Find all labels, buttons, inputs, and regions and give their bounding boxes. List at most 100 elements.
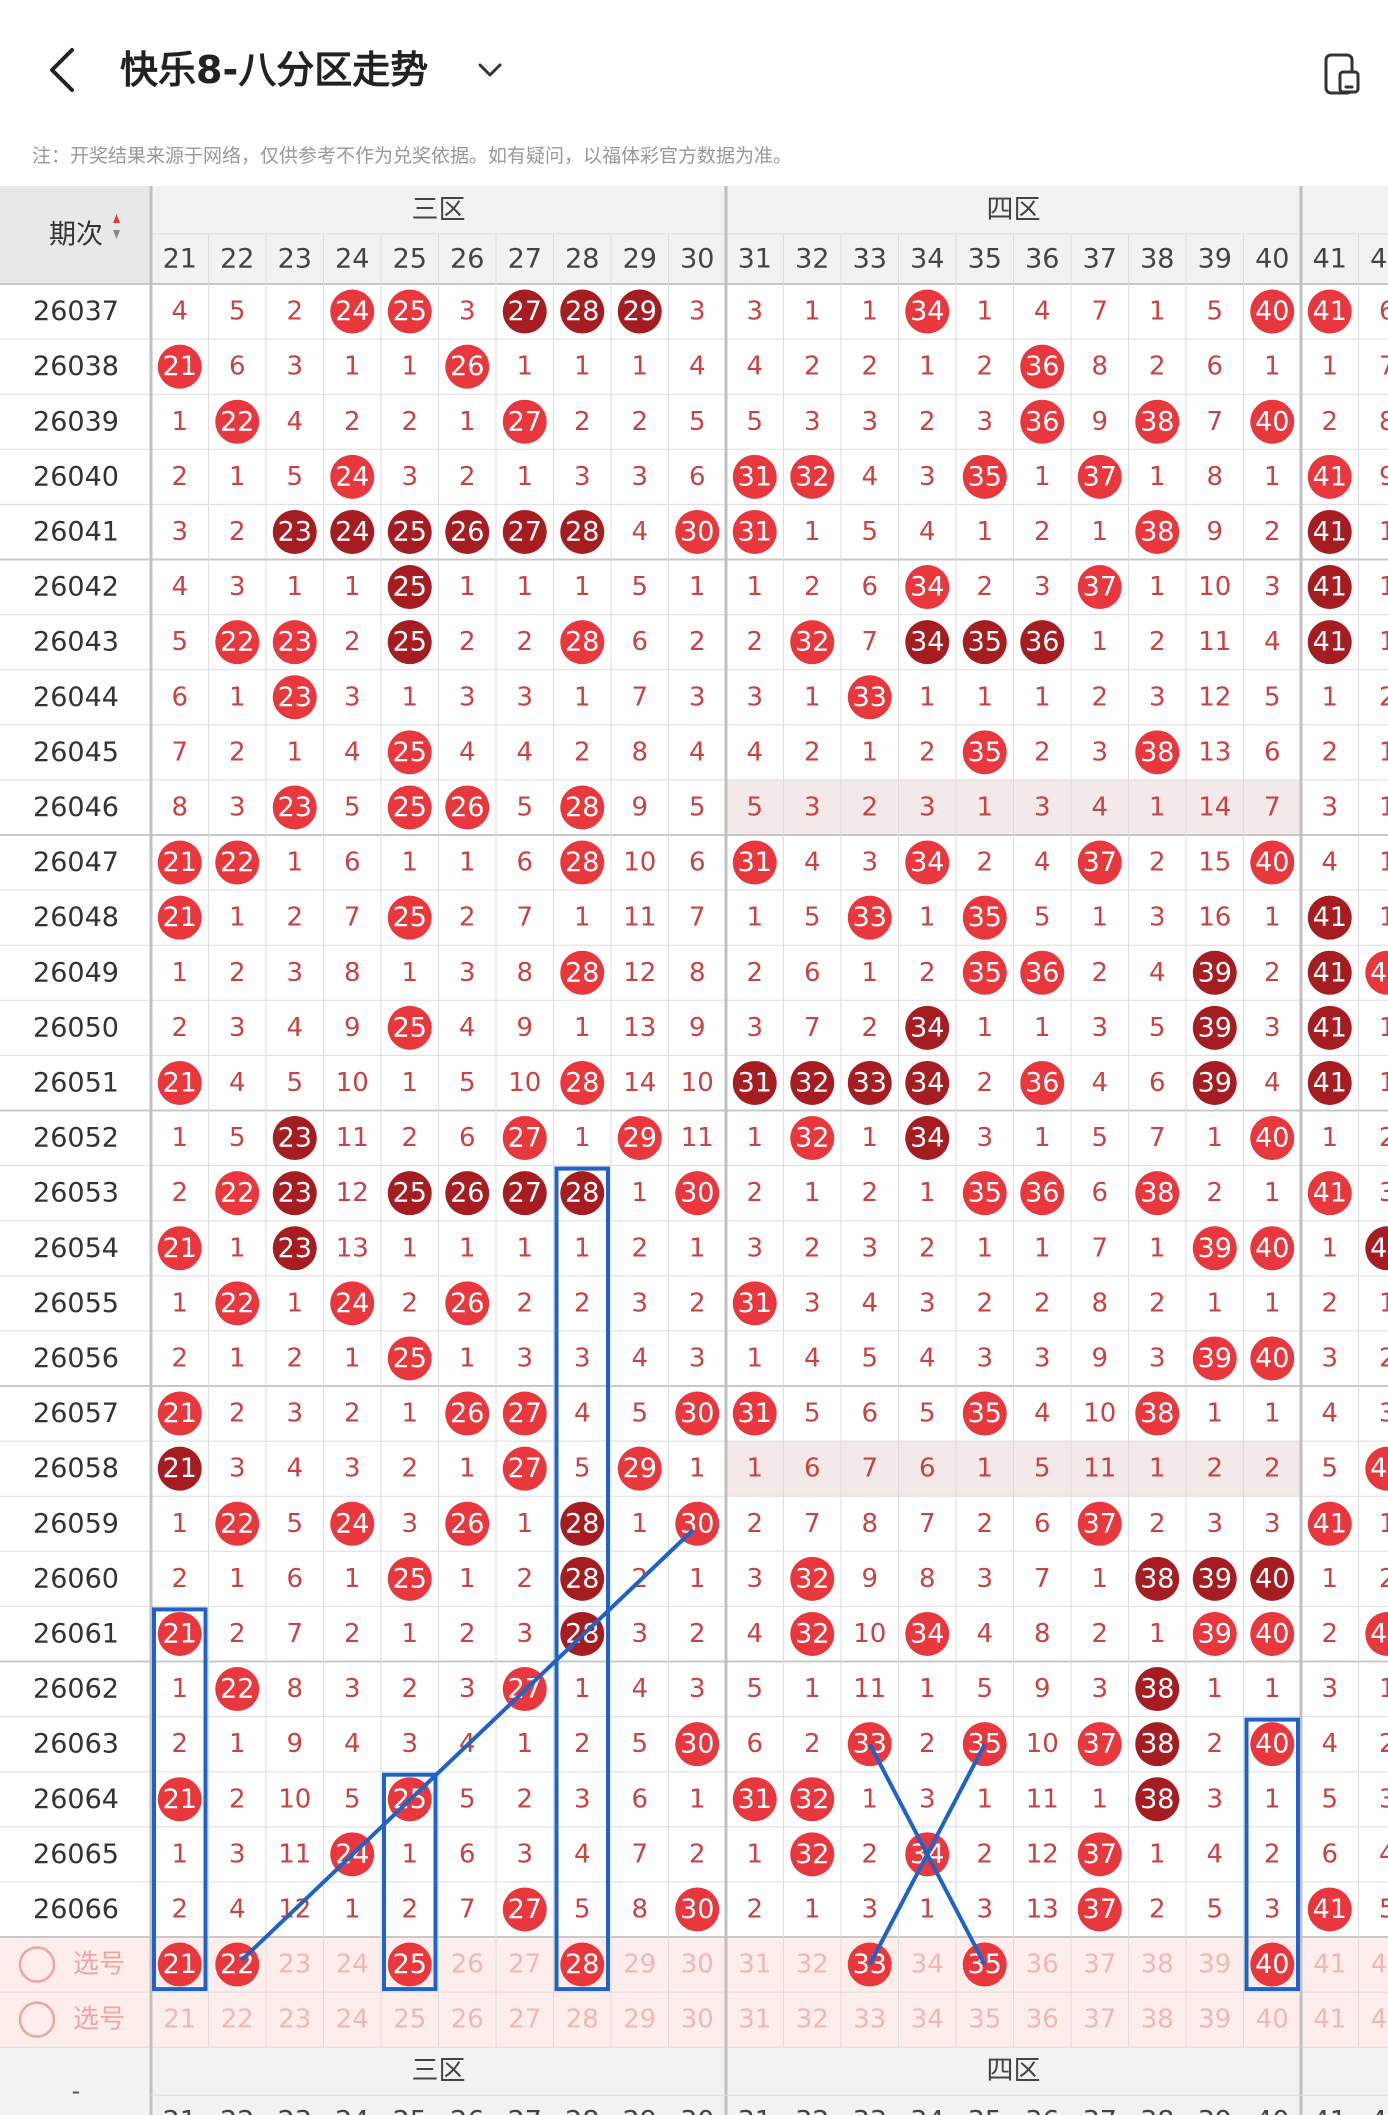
miss-count: 6 [459,1123,476,1153]
select-number[interactable]: 27 [508,1950,541,1980]
page-title[interactable]: 快乐8-八分区走势 [120,48,429,92]
miss-count: 1 [1149,1619,1166,1649]
miss-count: 3 [861,1894,878,1924]
select-number[interactable]: 21 [163,2005,196,2035]
column-header[interactable]: 34 [910,244,944,275]
hit-ball-number: 25 [393,627,427,658]
period-header[interactable]: 期次 [49,220,103,251]
select-number[interactable]: 24 [336,2005,369,2035]
select-number[interactable]: 39 [1198,2005,1231,2035]
miss-count: 7 [631,682,648,712]
miss-count: 4 [861,462,878,492]
column-header[interactable]: 24 [335,244,369,275]
select-number[interactable]: 27 [508,2005,541,2035]
hit-ball [1077,454,1122,499]
hit-ball [560,509,605,554]
column-header[interactable]: 42 [1370,244,1388,275]
select-number[interactable]: 28 [566,2005,599,2035]
column-header[interactable]: 38 [1140,244,1174,275]
miss-count: 1 [171,407,188,437]
select-number[interactable]: 38 [1141,2005,1174,2035]
miss-count: 2 [401,1894,418,1924]
select-number[interactable]: 29 [623,1950,656,1980]
selected-ball-number[interactable]: 21 [163,1949,197,1980]
selected-ball[interactable] [157,1942,202,1987]
select-number[interactable]: 30 [681,1950,714,1980]
miss-count: 1 [574,352,591,382]
select-number[interactable]: 41 [1313,1950,1346,1980]
miss-count: 2 [1379,1123,1388,1153]
select-number[interactable]: 37 [1083,1950,1116,1980]
column-header[interactable]: 30 [680,244,714,275]
select-number[interactable]: 30 [681,2005,714,2035]
select-number[interactable]: 26 [451,2005,484,2035]
select-radio[interactable] [18,2001,56,2038]
column-header[interactable]: 29 [623,244,657,275]
sort-arrows-icon[interactable] [113,214,120,223]
select-radio[interactable] [18,1946,56,1983]
select-number[interactable]: 41 [1313,2005,1346,2035]
select-number[interactable]: 34 [911,1950,944,1980]
select-number[interactable]: 26 [451,1950,484,1980]
column-header[interactable]: 23 [278,244,312,275]
select-number[interactable]: 31 [738,1950,771,1980]
selected-ball-number[interactable]: 25 [393,1949,427,1980]
miss-count: 1 [976,1784,993,1814]
select-number[interactable]: 25 [393,2005,426,2035]
select-label[interactable]: 选号 [73,1950,125,1980]
column-header[interactable]: 22 [220,244,254,275]
selected-ball[interactable] [560,1942,605,1987]
selected-ball[interactable] [1250,1942,1295,1987]
chevron-left-icon[interactable] [42,44,82,96]
select-number[interactable]: 29 [623,2005,656,2035]
select-number[interactable]: 36 [1026,1950,1059,1980]
select-number[interactable]: 39 [1198,1950,1231,1980]
select-number[interactable]: 23 [278,2005,311,2035]
sort-arrows-icon[interactable] [113,230,120,239]
column-header[interactable]: 28 [565,244,599,275]
select-label[interactable]: 选号 [73,2005,125,2035]
miss-count: 3 [976,1894,993,1924]
select-number[interactable]: 40 [1256,2005,1289,2035]
column-header[interactable]: 21 [163,244,197,275]
hit-ball-number: 28 [565,627,599,658]
column-header[interactable]: 40 [1255,244,1289,275]
select-number[interactable]: 31 [738,2005,771,2035]
column-header[interactable]: 37 [1083,244,1117,275]
select-number[interactable]: 33 [853,2005,886,2035]
column-header[interactable]: 25 [393,244,427,275]
miss-count: 2 [1321,407,1338,437]
miss-count: 3 [976,1343,993,1373]
column-header[interactable]: 26 [450,244,484,275]
column-header[interactable]: 33 [853,244,887,275]
column-header[interactable]: 41 [1313,244,1347,275]
select-number[interactable]: 32 [796,1950,829,1980]
hit-ball [445,1281,490,1326]
column-header[interactable]: 27 [508,244,542,275]
select-number[interactable]: 37 [1083,2005,1116,2035]
selected-ball-number[interactable]: 40 [1255,1949,1289,1980]
column-header[interactable]: 32 [795,244,829,275]
select-number[interactable]: 36 [1026,2005,1059,2035]
select-number[interactable]: 42 [1371,1950,1388,1980]
select-number[interactable]: 22 [221,2005,254,2035]
select-number[interactable]: 34 [911,2005,944,2035]
select-number[interactable]: 23 [278,1950,311,1980]
select-number[interactable]: 24 [336,1950,369,1980]
select-number[interactable]: 42 [1371,2005,1388,2035]
column-header[interactable]: 36 [1025,244,1059,275]
selected-ball-number[interactable]: 28 [565,1949,599,1980]
column-header[interactable]: 35 [968,244,1002,275]
device-icon[interactable] [1322,52,1362,96]
column-header[interactable]: 31 [738,244,772,275]
select-number[interactable]: 38 [1141,1950,1174,1980]
hit-ball-number: 27 [508,516,542,547]
chevron-down-icon[interactable] [474,54,506,86]
select-number[interactable]: 35 [968,2005,1001,2035]
column-header[interactable]: 39 [1198,244,1232,275]
miss-count: 1 [919,903,936,933]
selected-ball[interactable] [387,1942,432,1987]
hit-ball-number: 21 [163,1398,197,1429]
miss-count: 8 [1091,1288,1108,1318]
select-number[interactable]: 32 [796,2005,829,2035]
